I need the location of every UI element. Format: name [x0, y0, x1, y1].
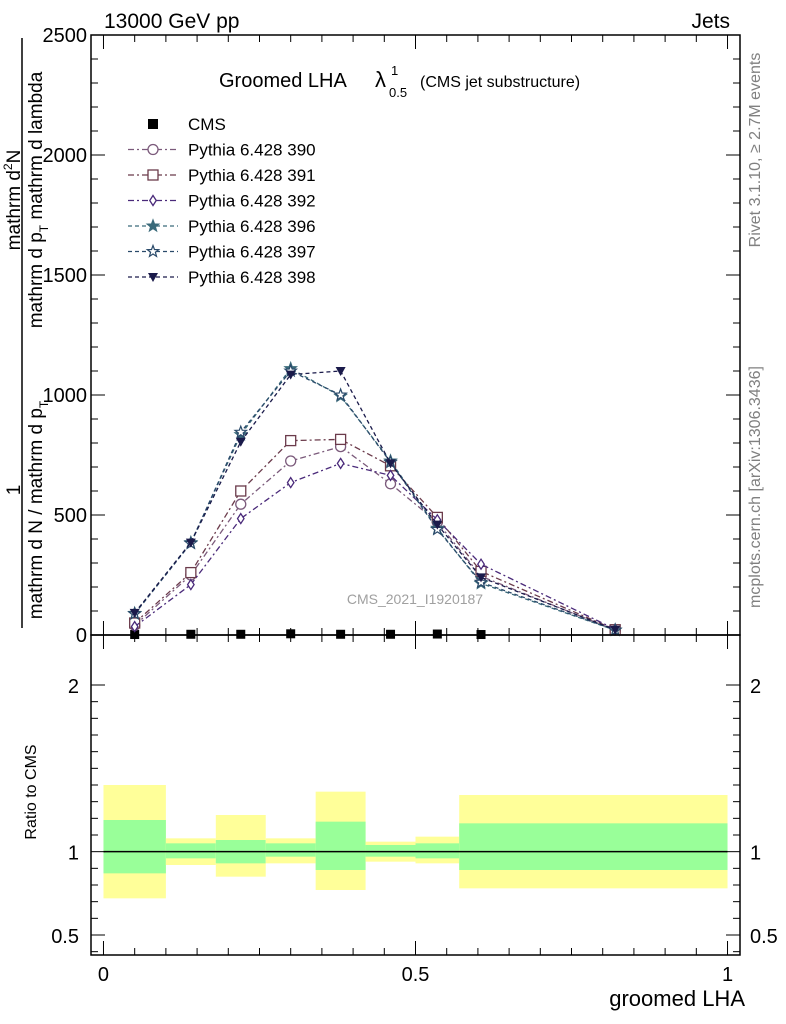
title-lambda-sub: 0.5	[389, 85, 407, 100]
legend-label: Pythia 6.428 391	[188, 166, 316, 185]
ratio-band-inner	[415, 843, 460, 859]
legend-entry: Pythia 6.428 398	[128, 268, 316, 287]
main-y-tick-label: 500	[54, 505, 87, 527]
data-point	[129, 608, 140, 618]
header-left: 13000 GeV pp	[104, 10, 239, 33]
data-point	[385, 459, 396, 469]
data-point	[333, 387, 348, 402]
ratio-band-inner	[315, 821, 366, 870]
ratio-y-tick-label: 2	[68, 676, 79, 698]
ratio-y-tick-label-right: 2	[750, 676, 761, 698]
ratio-band-inner	[103, 820, 166, 874]
legend-entry: Pythia 6.428 391	[128, 166, 316, 185]
data-point	[185, 566, 197, 579]
legend-entry: Pythia 6.428 396	[128, 217, 316, 236]
legend: CMS Pythia 6.428 390 Pythia 6.428 391 Pythi…	[128, 115, 316, 287]
ratio-band-inner	[459, 823, 728, 870]
data-point	[286, 476, 295, 489]
title-lambda: λ	[375, 67, 386, 92]
data-point	[186, 578, 195, 591]
data-point	[432, 629, 442, 639]
data-point	[476, 573, 487, 583]
data-point	[185, 538, 196, 548]
data-point	[285, 370, 296, 380]
data-point	[476, 558, 486, 571]
main-y-tick-label: 0	[76, 625, 87, 647]
ratio-y-tick-label: 0.5	[51, 926, 79, 948]
series-line	[134, 438, 616, 631]
rivet-label: Rivet 3.1.10, ≥ 2.7M events	[747, 53, 764, 248]
legend-entry: CMS	[148, 115, 226, 134]
series-pythia-6-428-398	[129, 367, 621, 635]
data-point	[130, 620, 139, 633]
data-point	[610, 625, 621, 635]
y-label-denominator-top: mathrm d N / mathrm d pT	[26, 400, 51, 619]
ratio-panel: 0 0.5 1 0.5 0.5 1 1 2 2	[51, 634, 778, 986]
data-point	[145, 243, 161, 258]
ratio-y-tick-label: 1	[68, 843, 79, 865]
data-point	[147, 169, 159, 181]
ratio-y-label: Ratio to CMS	[23, 744, 40, 839]
data-point	[235, 437, 246, 447]
series-cms	[130, 629, 486, 640]
legend-label: Pythia 6.428 398	[188, 268, 316, 287]
y-label-numerator-bottom: mathrm d2N	[1, 150, 25, 251]
data-point	[286, 629, 296, 639]
legend-entry: Pythia 6.428 397	[128, 243, 316, 262]
data-point	[235, 485, 247, 497]
data-point	[148, 273, 158, 282]
legend-label: Pythia 6.428 397	[188, 243, 316, 262]
main-y-tick-label: 2500	[43, 25, 88, 47]
legend-entry: Pythia 6.428 390	[128, 141, 316, 160]
legend-label: Pythia 6.428 396	[188, 217, 316, 236]
mcplots-label: mcplots.cern.ch [arXiv:1306.3436]	[747, 366, 764, 608]
y-label-numerator-top: 1	[4, 485, 25, 496]
ratio-x-tick-label: 0	[98, 964, 109, 986]
data-point	[285, 434, 297, 447]
ratio-band-inner	[165, 843, 216, 859]
data-point	[148, 119, 158, 129]
data-point	[147, 143, 159, 156]
main-y-tick-label: 1000	[43, 385, 88, 407]
x-axis-label: groomed LHA	[609, 986, 745, 1011]
ratio-band-inner	[265, 843, 316, 857]
header-right: Jets	[691, 10, 730, 33]
plot-title: Groomed LHA λ 1 0.5 (CMS jet substructur…	[219, 63, 580, 100]
data-point	[334, 433, 347, 446]
series-pythia-6-428-392	[130, 457, 620, 636]
data-point	[285, 455, 297, 467]
main-y-tick-label: 2000	[43, 145, 88, 167]
main-y-tick-label: 1500	[43, 265, 88, 287]
data-point	[235, 498, 247, 510]
ratio-band-inner	[365, 845, 416, 857]
data-point	[336, 457, 345, 470]
data-point	[236, 512, 245, 525]
data-point	[233, 424, 249, 439]
ratio-y-tick-label-right: 0.5	[750, 926, 778, 948]
data-point	[335, 367, 346, 376]
main-panel: 0 500 1000 1500 2000 2500	[43, 25, 741, 647]
title-main: Groomed LHA	[219, 70, 347, 92]
ratio-x-tick-label: 0.5	[402, 964, 430, 986]
legend-entry: Pythia 6.428 392	[128, 192, 316, 211]
ratio-y-tick-label-right: 1	[750, 843, 761, 865]
legend-label: CMS	[188, 115, 226, 134]
y-label-denominator-bottom: mathrm d pT mathrm d lambda	[26, 71, 51, 328]
data-point	[386, 469, 395, 482]
data-point	[145, 218, 161, 233]
title-suffix: (CMS jet substructure)	[420, 74, 580, 91]
data-point	[432, 520, 443, 530]
legend-label: Pythia 6.428 390	[188, 141, 316, 160]
data-point	[148, 194, 158, 207]
legend-label: Pythia 6.428 392	[188, 192, 316, 211]
watermark: CMS_2021_I1920187	[347, 591, 483, 607]
title-lambda-sup: 1	[391, 63, 398, 78]
y-axis-label: 1 mathrm d N / mathrm d pT mathrm d2N ma…	[1, 38, 51, 628]
ratio-x-tick-label: 1	[722, 964, 733, 986]
